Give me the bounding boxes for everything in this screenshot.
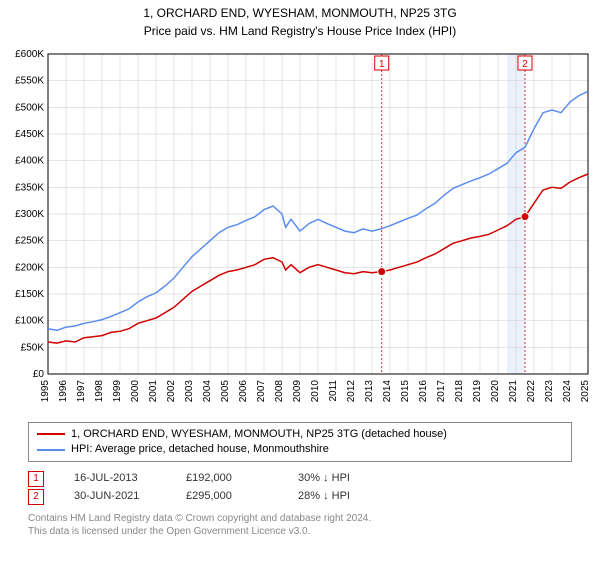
svg-text:2012: 2012 bbox=[346, 379, 357, 402]
svg-text:1998: 1998 bbox=[94, 379, 105, 402]
sales-row-2: 2 30-JUN-2021 £295,000 28% ↓ HPI bbox=[28, 488, 572, 506]
svg-text:2000: 2000 bbox=[130, 379, 141, 402]
svg-text:£50K: £50K bbox=[21, 342, 45, 353]
svg-text:£250K: £250K bbox=[15, 235, 44, 246]
svg-text:£0: £0 bbox=[33, 369, 45, 380]
svg-text:2011: 2011 bbox=[328, 379, 339, 401]
sale-date-1: 16-JUL-2013 bbox=[74, 470, 156, 488]
svg-text:2019: 2019 bbox=[472, 379, 483, 402]
svg-text:2008: 2008 bbox=[274, 379, 285, 402]
legend-item-property: 1, ORCHARD END, WYESHAM, MONMOUTH, NP25 … bbox=[37, 427, 563, 442]
svg-text:2025: 2025 bbox=[580, 379, 591, 402]
svg-text:2007: 2007 bbox=[256, 379, 267, 402]
sale-price-1: £192,000 bbox=[186, 470, 268, 488]
chart-plot-area: £0 £50K £100K £150K £200K £250K £300K £350K £400… bbox=[0, 44, 600, 414]
sale-delta-1: 30% ↓ HPI bbox=[298, 470, 380, 488]
svg-text:2016: 2016 bbox=[418, 379, 429, 402]
legend-swatch-hpi bbox=[37, 449, 65, 451]
svg-text:£450K: £450K bbox=[15, 129, 44, 140]
legend-label-hpi: HPI: Average price, detached house, Monm… bbox=[71, 442, 329, 457]
chart-title-line2: Price paid vs. HM Land Registry's House … bbox=[0, 24, 600, 38]
sale-marker-1: 1 bbox=[28, 471, 44, 487]
svg-text:£100K: £100K bbox=[15, 315, 44, 326]
svg-text:2002: 2002 bbox=[166, 379, 177, 402]
svg-text:2013: 2013 bbox=[364, 379, 375, 402]
chart-title-line1: 1, ORCHARD END, WYESHAM, MONMOUTH, NP25 … bbox=[0, 6, 600, 22]
svg-text:£300K: £300K bbox=[15, 209, 44, 220]
svg-text:2017: 2017 bbox=[436, 379, 447, 402]
svg-text:2003: 2003 bbox=[184, 379, 195, 402]
svg-text:2010: 2010 bbox=[310, 379, 321, 402]
sales-table: 1 16-JUL-2013 £192,000 30% ↓ HPI 2 30-JU… bbox=[28, 470, 572, 505]
svg-text:£400K: £400K bbox=[15, 155, 44, 166]
svg-text:£350K: £350K bbox=[15, 182, 44, 193]
legend-box: 1, ORCHARD END, WYESHAM, MONMOUTH, NP25 … bbox=[28, 422, 572, 463]
sale-delta-2: 28% ↓ HPI bbox=[298, 488, 380, 506]
sale-marker-2: 2 bbox=[28, 489, 44, 505]
attribution: Contains HM Land Registry data © Crown c… bbox=[28, 512, 572, 538]
sale-date-2: 30-JUN-2021 bbox=[74, 488, 156, 506]
attribution-line2: This data is licensed under the Open Gov… bbox=[28, 525, 572, 538]
svg-text:2006: 2006 bbox=[238, 379, 249, 402]
svg-text:1995: 1995 bbox=[40, 379, 51, 402]
svg-text:2004: 2004 bbox=[202, 379, 213, 402]
svg-text:1996: 1996 bbox=[58, 379, 69, 402]
svg-text:2001: 2001 bbox=[148, 379, 159, 402]
sales-row-1: 1 16-JUL-2013 £192,000 30% ↓ HPI bbox=[28, 470, 572, 488]
svg-text:£150K: £150K bbox=[15, 289, 44, 300]
svg-text:2020: 2020 bbox=[490, 379, 501, 402]
svg-text:2018: 2018 bbox=[454, 379, 465, 402]
svg-text:2015: 2015 bbox=[400, 379, 411, 402]
svg-text:£500K: £500K bbox=[15, 102, 44, 113]
svg-text:2005: 2005 bbox=[220, 379, 231, 402]
chart-container: 1, ORCHARD END, WYESHAM, MONMOUTH, NP25 … bbox=[0, 6, 600, 566]
legend-label-property: 1, ORCHARD END, WYESHAM, MONMOUTH, NP25 … bbox=[71, 427, 447, 442]
sale-price-2: £295,000 bbox=[186, 488, 268, 506]
svg-text:2024: 2024 bbox=[562, 379, 573, 402]
svg-text:2009: 2009 bbox=[292, 379, 303, 402]
legend-swatch-property bbox=[37, 433, 65, 435]
svg-text:£550K: £550K bbox=[15, 75, 44, 86]
svg-text:1997: 1997 bbox=[76, 379, 87, 402]
svg-text:1999: 1999 bbox=[112, 379, 123, 402]
svg-text:2023: 2023 bbox=[544, 379, 555, 402]
svg-text:£600K: £600K bbox=[15, 49, 44, 60]
svg-text:2: 2 bbox=[522, 59, 528, 70]
svg-text:2014: 2014 bbox=[382, 379, 393, 402]
svg-text:2022: 2022 bbox=[526, 379, 537, 402]
svg-text:£200K: £200K bbox=[15, 262, 44, 273]
legend-item-hpi: HPI: Average price, detached house, Monm… bbox=[37, 442, 563, 457]
svg-text:1: 1 bbox=[379, 59, 385, 70]
chart-svg: £0 £50K £100K £150K £200K £250K £300K £350K £400… bbox=[0, 44, 600, 414]
svg-text:2021: 2021 bbox=[508, 379, 519, 402]
attribution-line1: Contains HM Land Registry data © Crown c… bbox=[28, 512, 572, 525]
